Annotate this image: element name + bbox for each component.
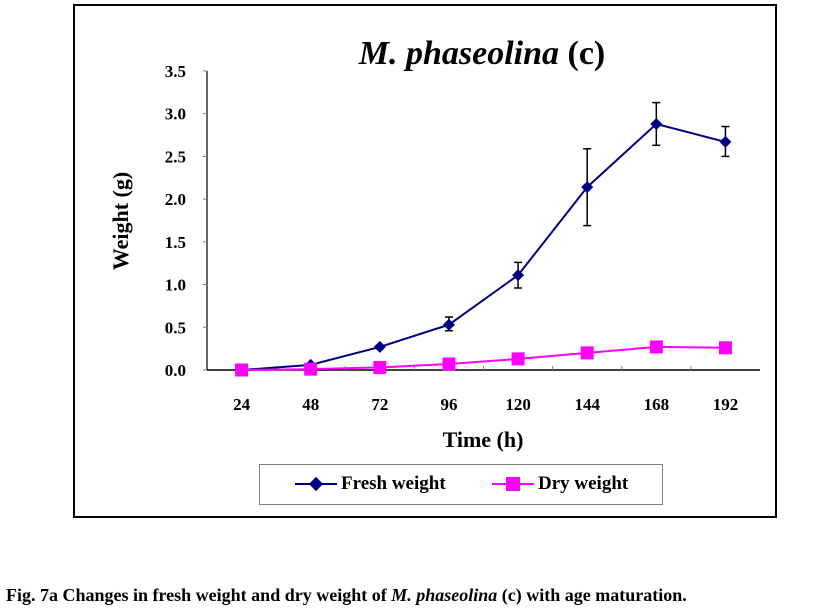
legend-swatch-dry: [492, 474, 534, 494]
x-tick-label: 96: [440, 395, 457, 414]
data-point-diamond: [719, 135, 732, 148]
diamond-marker-icon: [308, 476, 324, 492]
series-line: [241, 345, 726, 371]
data-point-square: [649, 340, 663, 354]
y-tick-label: 1.5: [165, 233, 186, 252]
y-axis-label: Weight (g): [108, 172, 133, 270]
y-tick-label: 2.0: [165, 190, 186, 209]
series-fresh-weight: [235, 101, 732, 376]
figure-caption: Fig. 7a Changes in fresh weight and dry …: [6, 585, 687, 606]
legend-swatch-fresh: [295, 474, 337, 494]
x-tick-label: 144: [574, 395, 600, 414]
data-point-square: [511, 352, 525, 366]
legend-label-fresh: Fresh weight: [341, 473, 446, 494]
y-tick-label: 0.5: [165, 318, 186, 337]
x-axis-label: Time (h): [443, 427, 524, 452]
data-point-diamond: [442, 318, 455, 331]
figure-frame: [73, 4, 777, 518]
axes: [203, 70, 760, 371]
data-point-square: [304, 362, 318, 376]
data-point-diamond: [512, 269, 525, 282]
chart-title-italic: M. phaseolina: [358, 35, 559, 72]
caption-suffix: (c) with age maturation.: [497, 585, 687, 605]
data-point-square: [718, 341, 732, 355]
x-tick-label: 72: [371, 395, 388, 414]
series-layer: [235, 101, 732, 377]
x-tick-label: 120: [505, 395, 531, 414]
legend-item-fresh-weight: Fresh weight: [295, 473, 446, 495]
series-dry-weight: [235, 340, 732, 377]
caption-prefix: Fig. 7a Changes in fresh weight and dry …: [6, 585, 392, 605]
data-point-square: [373, 360, 387, 374]
data-point-diamond: [650, 117, 663, 130]
chart-title: M. phaseolina (c): [358, 35, 606, 72]
x-tick-label: 48: [302, 395, 319, 414]
data-point-diamond: [373, 340, 386, 353]
y-tick-label: 3.0: [165, 105, 186, 124]
data-point-square: [235, 363, 249, 377]
x-tick-label: 192: [713, 395, 739, 414]
y-tick-label: 2.5: [165, 147, 186, 166]
series-line: [241, 122, 726, 371]
data-point-square: [580, 346, 594, 360]
x-tick-label: 168: [644, 395, 670, 414]
y-tick-label: 1.0: [165, 276, 186, 295]
square-marker-icon: [506, 477, 520, 491]
legend: Fresh weight Dry weight: [259, 464, 663, 505]
y-tick-label: 3.5: [165, 62, 186, 81]
x-tick-labels: 24 48 72 96 120 144 168 192: [233, 395, 738, 414]
x-tick-label: 24: [233, 395, 251, 414]
y-tick-label: 0.0: [165, 361, 186, 380]
caption-italic: M. phaseolina: [391, 585, 498, 605]
data-point-square: [442, 357, 456, 371]
data-point-diamond: [581, 181, 594, 194]
legend-item-dry-weight: Dry weight: [492, 473, 628, 495]
y-tick-labels: 0.0 0.5 1.0 1.5 2.0 2.5 3.0 3.5: [165, 62, 186, 380]
legend-label-dry: Dry weight: [538, 473, 629, 494]
chart-title-rest: (c): [559, 35, 605, 72]
